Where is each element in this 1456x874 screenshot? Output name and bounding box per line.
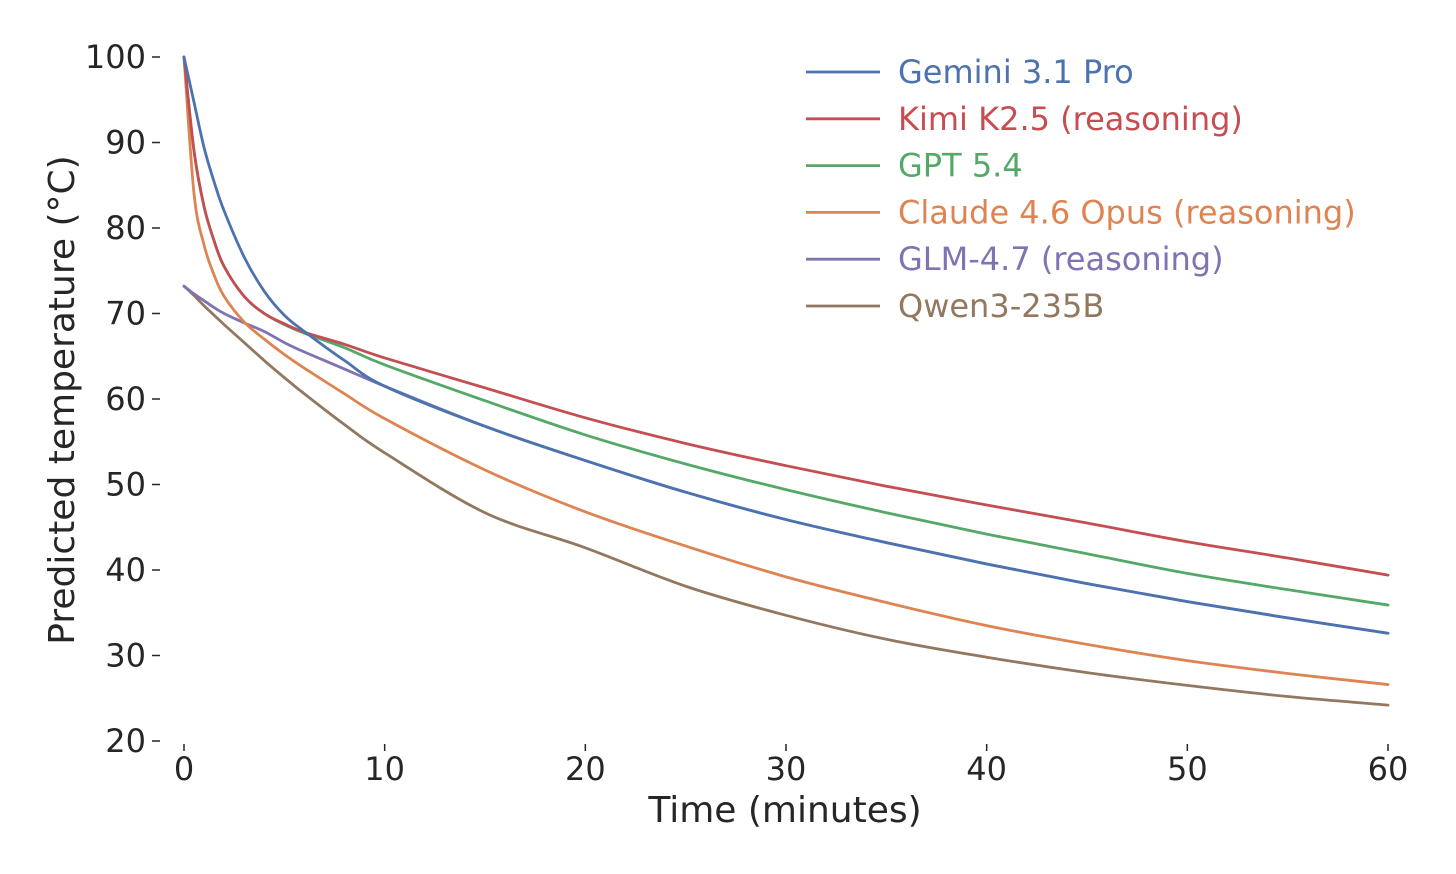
legend-label-qwen3-235b: Qwen3-235B	[898, 287, 1104, 325]
series-line-kimi-k2-5-reasoning	[182, 55, 1390, 577]
x-tick-label: 40	[966, 750, 1007, 788]
legend-label-glm-4-7-reasoning: GLM-4.7 (reasoning)	[898, 240, 1224, 278]
x-tick-label: 0	[174, 750, 194, 788]
x-tick-label: 30	[766, 750, 807, 788]
y-tick-label: 100	[85, 38, 146, 76]
y-axis-title: Predicted temperature (°C)	[42, 155, 83, 644]
x-axis-title: Time (minutes)	[647, 790, 921, 831]
y-tick-label: 90	[105, 124, 146, 162]
legend-label-gemini-3-1-pro: Gemini 3.1 Pro	[898, 53, 1134, 91]
x-tick-label: 10	[364, 750, 405, 788]
y-tick-label: 50	[105, 466, 146, 504]
series-line-gemini-3-1-pro	[182, 55, 1390, 635]
x-tick-label: 50	[1167, 750, 1208, 788]
y-tick-label: 20	[105, 722, 146, 760]
legend: Gemini 3.1 Pro Kimi K2.5 (reasoning) GPT 5…	[806, 53, 1356, 325]
x-tick-label: 20	[565, 750, 606, 788]
legend-label-gpt-5-4: GPT 5.4	[898, 147, 1023, 185]
y-tick-label: 80	[105, 209, 146, 247]
series-line-glm-4-7-reasoning	[182, 284, 1390, 635]
x-axis: 0 10 20 30 40 50 60	[174, 744, 1409, 788]
y-axis: 20 30 40 50 60 70 80 90 100	[85, 38, 160, 760]
x-tick-label: 60	[1368, 750, 1409, 788]
series-line-gpt-5-4	[182, 55, 1390, 607]
series-line-claude-4-6-opus-reasoning	[182, 55, 1390, 686]
y-tick-label: 40	[105, 551, 146, 589]
y-tick-label: 70	[105, 295, 146, 333]
series-lines	[182, 55, 1390, 707]
legend-label-claude-4-6-opus-reasoning: Claude 4.6 Opus (reasoning)	[898, 193, 1356, 231]
y-tick-label: 60	[105, 380, 146, 418]
series-line-qwen3-235b	[182, 284, 1390, 707]
legend-label-kimi-k2-5-reasoning: Kimi K2.5 (reasoning)	[898, 100, 1243, 138]
y-tick-label: 30	[105, 637, 146, 675]
